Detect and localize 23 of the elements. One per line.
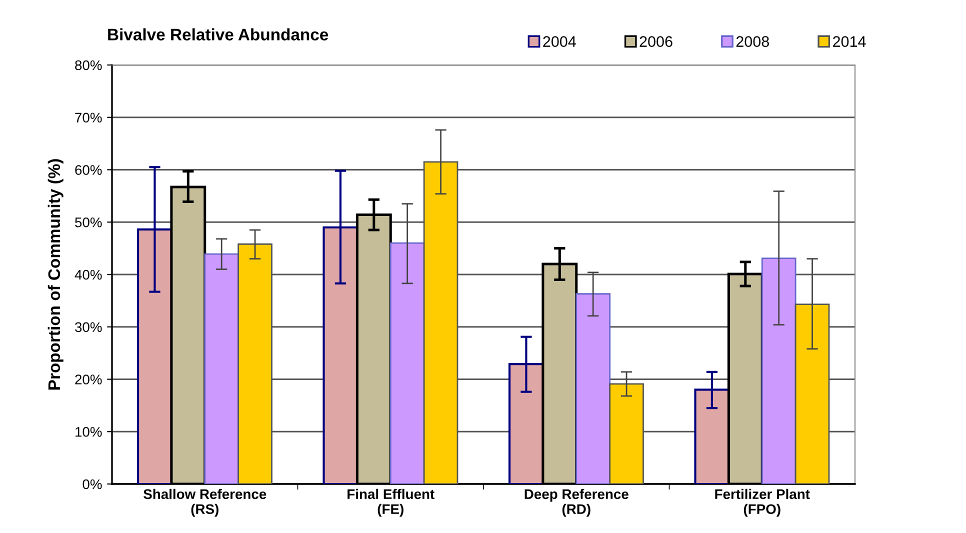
bar (576, 293, 611, 484)
y-tick-label: 0% (82, 479, 102, 490)
legend-label: 2008 (736, 36, 769, 47)
bar (761, 258, 796, 484)
y-axis-title: Proportion of Community (%) (48, 159, 64, 390)
y-tick-label: 10% (76, 426, 102, 437)
y-tick-label: 70% (75, 112, 102, 123)
y-tick-label: 40% (74, 270, 102, 280)
legend-label: 2006 (640, 36, 672, 47)
bar (204, 253, 240, 484)
legend-label: 2004 (543, 36, 576, 47)
x-tick-label: Deep Reference (RD) (524, 488, 628, 517)
y-tick-label: 50% (75, 217, 102, 228)
y-tick-label: 60% (75, 165, 102, 175)
y-tick-label: 20% (75, 374, 102, 384)
y-tick-label: 80% (75, 60, 102, 70)
bar (390, 242, 425, 484)
x-tick-label: Fertilizer Plant (FPO) (715, 488, 810, 517)
legend-label: 2014 (833, 36, 866, 47)
y-tick-label: 30% (75, 322, 102, 332)
chart-title: Bivalve Relative Abundance (108, 28, 328, 40)
x-tick-label: Shallow Reference (RS) (144, 488, 266, 517)
x-tick-label: Final Effluent (FE) (348, 488, 434, 517)
